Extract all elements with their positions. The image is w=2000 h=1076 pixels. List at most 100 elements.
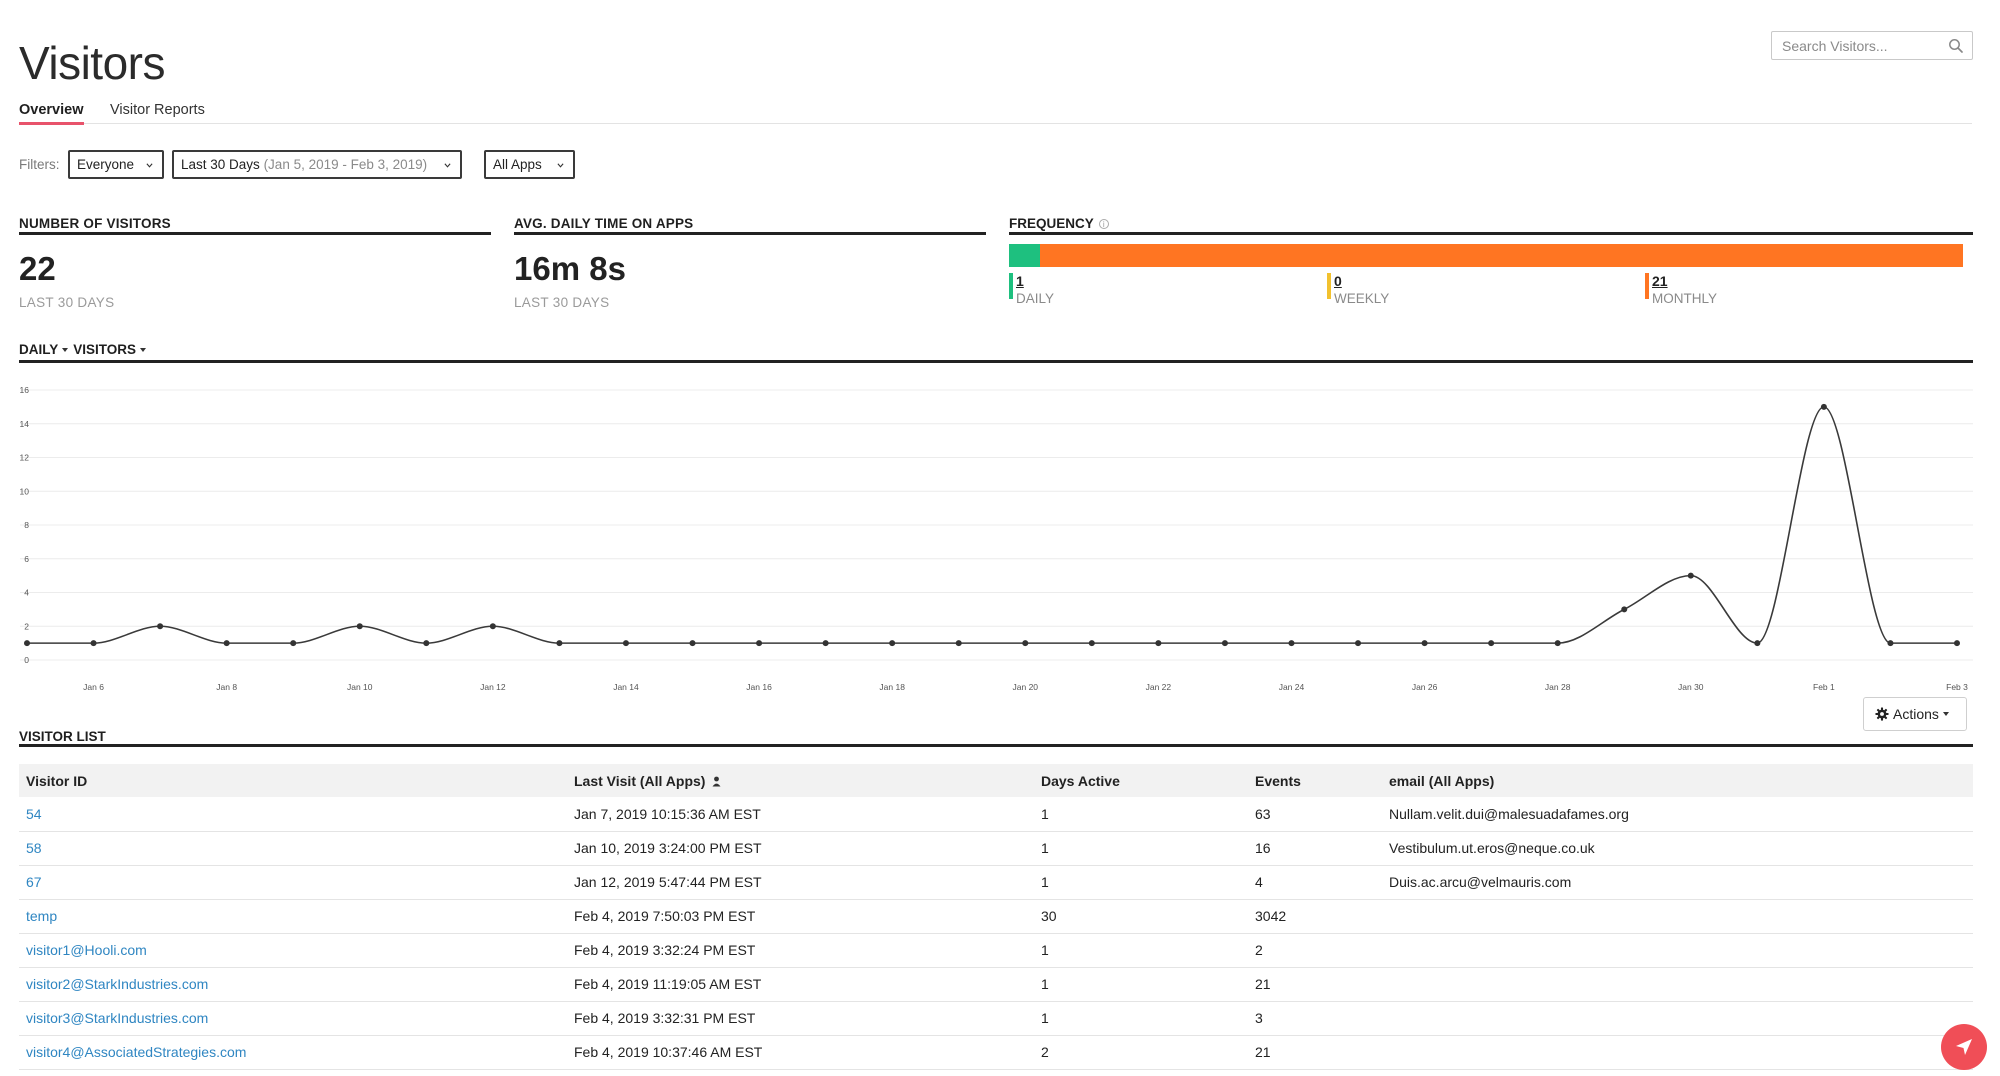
- email-cell: Nullam.velit.dui@malesuadafames.org: [1382, 797, 1973, 832]
- frequency-monthly-segment: [1040, 244, 1963, 267]
- info-icon[interactable]: i: [1098, 219, 1109, 229]
- tab-overview[interactable]: Overview: [19, 102, 84, 125]
- email-cell: [1382, 1001, 1973, 1036]
- table-row[interactable]: visitor2@StarkIndustries.com Feb 4, 2019 …: [19, 967, 1973, 1002]
- column-header-last-visit[interactable]: Last Visit (All Apps): [567, 764, 1034, 797]
- last-visit-cell: Feb 4, 2019 3:32:24 PM EST: [567, 933, 1034, 968]
- x-tick-label: Jan 28: [1545, 682, 1571, 690]
- email-cell: [1382, 899, 1973, 934]
- interval-dropdown[interactable]: DAILY: [19, 342, 73, 357]
- days-active-cell: 2: [1034, 1035, 1248, 1070]
- events-cell: 21: [1248, 1035, 1382, 1070]
- visitor-id-link[interactable]: 54: [26, 805, 42, 822]
- search-input[interactable]: [1772, 37, 1942, 54]
- data-point: [1088, 640, 1095, 647]
- date-range-dropdown[interactable]: Last 30 Days (Jan 5, 2019 - Feb 3, 2019): [172, 150, 462, 179]
- table-row[interactable]: visitor1@Hooli.com Feb 4, 2019 3:32:24 PM…: [19, 933, 1973, 968]
- events-cell: 21: [1248, 967, 1382, 1002]
- data-point: [90, 640, 97, 647]
- daily-count[interactable]: 1: [1016, 273, 1024, 289]
- paper-plane-icon: [1956, 1039, 1972, 1055]
- email-cell: Vestibulum.ut.eros@neque.co.uk: [1382, 831, 1973, 866]
- search-box[interactable]: [1771, 31, 1973, 60]
- page-title: Visitors: [19, 37, 165, 89]
- data-point: [1554, 640, 1561, 647]
- x-tick-label: Jan 22: [1146, 682, 1172, 690]
- apps-value: All Apps: [493, 157, 542, 172]
- days-active-cell: 1: [1034, 865, 1248, 900]
- visitor-id-link[interactable]: temp: [26, 908, 58, 924]
- data-point: [356, 623, 363, 630]
- frequency-weekly-legend: 0 WEEKLY: [1327, 273, 1389, 306]
- visitor-list-header: VISITOR LIST: [19, 728, 1973, 747]
- events-cell: 63: [1248, 797, 1382, 832]
- x-tick-label: Jan 24: [1279, 682, 1305, 690]
- events-cell: 16: [1248, 831, 1382, 866]
- column-header-days-active[interactable]: Days Active: [1041, 772, 1120, 789]
- events-cell: 3042: [1248, 899, 1382, 934]
- visitor-id-link[interactable]: visitor4@AssociatedStrategies.com: [26, 1044, 247, 1060]
- visitor-id-link[interactable]: 58: [26, 840, 42, 856]
- x-tick-label: Jan 26: [1412, 682, 1438, 690]
- y-tick-label: 10: [20, 486, 30, 496]
- data-point: [822, 640, 829, 647]
- sort-icon: [712, 776, 721, 786]
- email-cell: [1382, 933, 1973, 968]
- table-row[interactable]: 58 Jan 10, 2019 3:24:00 PM EST 1 16 Vestibul…: [19, 831, 1973, 866]
- caret-down-icon: [1942, 712, 1949, 716]
- table-row[interactable]: 67 Jan 12, 2019 5:47:44 PM EST 1 4 Duis.ac.a…: [19, 865, 1973, 900]
- caret-down-icon: [62, 348, 69, 352]
- visitor-id-link[interactable]: visitor2@StarkIndustries.com: [26, 976, 209, 992]
- visitor-id-link[interactable]: 67: [26, 874, 42, 890]
- last-visit-cell: Feb 4, 2019 7:50:03 PM EST: [567, 899, 1034, 934]
- table-row[interactable]: 54 Jan 7, 2019 10:15:36 AM EST 1 63 Nullam.v…: [19, 797, 1973, 832]
- monthly-marker: [1645, 273, 1649, 299]
- actions-label: Actions: [1893, 706, 1939, 722]
- frequency-heading: FREQUENCY: [1009, 216, 1094, 231]
- events-cell: 3: [1248, 1001, 1382, 1036]
- frequency-bar: [1009, 244, 1963, 267]
- column-header-events[interactable]: Events: [1255, 772, 1301, 789]
- x-tick-label: Jan 18: [879, 682, 905, 690]
- visitors-count: 22: [19, 250, 56, 287]
- visitor-id-link[interactable]: visitor3@StarkIndustries.com: [26, 1010, 209, 1026]
- avg-time-metric-header: AVG. DAILY TIME ON APPS: [514, 215, 986, 235]
- visitor-list-heading: VISITOR LIST: [19, 729, 106, 744]
- help-fab-button[interactable]: [1941, 1024, 1987, 1070]
- visitors-metric-heading: NUMBER OF VISITORS: [19, 216, 171, 231]
- caret-down-icon: [140, 348, 147, 352]
- data-point: [556, 640, 563, 647]
- visitor-id-link[interactable]: visitor1@Hooli.com: [26, 942, 147, 958]
- actions-button[interactable]: Actions: [1863, 697, 1967, 731]
- gear-icon: [1875, 707, 1889, 721]
- data-point: [423, 640, 430, 647]
- data-point: [489, 623, 496, 630]
- table-row[interactable]: visitor3@StarkIndustries.com Feb 4, 2019 …: [19, 1001, 1973, 1036]
- search-icon[interactable]: [1948, 38, 1964, 54]
- last-visit-cell: Jan 7, 2019 10:15:36 AM EST: [567, 797, 1034, 832]
- filters-label: Filters:: [19, 156, 60, 172]
- metric-dropdown[interactable]: VISITORS: [73, 342, 151, 357]
- column-header-email[interactable]: email (All Apps): [1389, 772, 1495, 789]
- monthly-count[interactable]: 21: [1652, 273, 1668, 289]
- data-point: [1288, 640, 1295, 647]
- data-point: [1687, 572, 1694, 579]
- y-tick-label: 4: [24, 588, 29, 598]
- email-cell: [1382, 1035, 1973, 1070]
- column-header-visitor-id[interactable]: Visitor ID: [26, 772, 88, 789]
- weekly-count[interactable]: 0: [1334, 273, 1342, 289]
- segment-dropdown[interactable]: Everyone: [68, 150, 164, 179]
- x-tick-label: Jan 12: [480, 682, 506, 690]
- x-tick-label: Jan 16: [746, 682, 772, 690]
- tab-visitor-reports[interactable]: Visitor Reports: [110, 102, 205, 118]
- apps-dropdown[interactable]: All Apps: [484, 150, 575, 179]
- table-row[interactable]: visitor4@AssociatedStrategies.com Feb 4, …: [19, 1035, 1973, 1070]
- events-cell: 2: [1248, 933, 1382, 968]
- visitors-period: LAST 30 DAYS: [19, 295, 115, 310]
- days-active-cell: 1: [1034, 831, 1248, 866]
- weekly-marker: [1327, 273, 1331, 299]
- data-point: [1421, 640, 1428, 647]
- segment-value: Everyone: [77, 157, 135, 172]
- table-row[interactable]: temp Feb 4, 2019 7:50:03 PM EST 30 3042: [19, 899, 1973, 934]
- table-header-row: Visitor ID Last Visit (All Apps) Days Ac…: [19, 764, 1973, 797]
